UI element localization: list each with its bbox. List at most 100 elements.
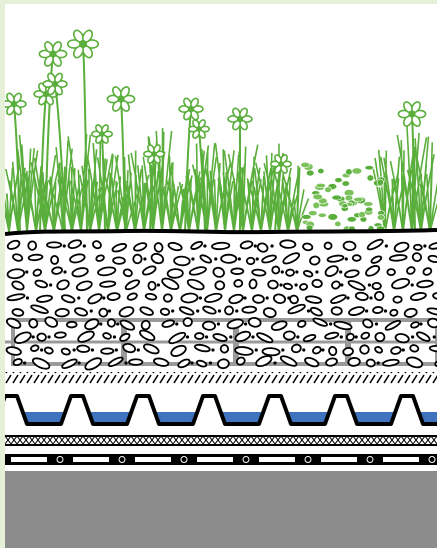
stone [256, 332, 274, 344]
stone [186, 278, 205, 291]
stone [201, 320, 217, 331]
stone [326, 254, 345, 263]
grain [254, 348, 258, 352]
grain [196, 309, 200, 313]
grain [156, 283, 161, 287]
stone [354, 291, 369, 301]
stone [12, 253, 24, 262]
stone [233, 279, 244, 288]
stone [150, 252, 165, 265]
sedum-leaf [341, 203, 349, 209]
sedum-leaf [301, 214, 312, 220]
stone [6, 239, 21, 250]
grain [432, 335, 436, 339]
stone [46, 241, 63, 249]
stone [342, 240, 357, 252]
grain [339, 335, 343, 339]
stone [302, 334, 317, 343]
stone [119, 319, 136, 331]
grain [102, 296, 106, 300]
stone [173, 255, 191, 267]
grain [82, 244, 86, 248]
grain [63, 270, 67, 274]
stone [161, 277, 180, 291]
stone [345, 332, 355, 342]
sedum-leaf [312, 193, 323, 201]
barrier-dash [259, 457, 295, 462]
sedum-leaf [306, 169, 315, 177]
stone [365, 358, 376, 368]
flower-center [196, 126, 202, 132]
stone [325, 357, 338, 367]
stone [394, 333, 410, 344]
stone [247, 316, 262, 328]
stone [297, 319, 307, 328]
stone [95, 254, 105, 262]
grain [23, 361, 27, 365]
stone [147, 280, 157, 291]
sedum-leaf [308, 210, 318, 217]
water-pocket [351, 412, 397, 422]
stone [239, 240, 254, 250]
stone [330, 294, 347, 305]
sedum-leaf [365, 206, 374, 213]
stone [35, 294, 53, 303]
stone [153, 242, 164, 253]
stone [178, 306, 195, 316]
stone [427, 317, 437, 329]
stone [285, 268, 295, 277]
grain [315, 270, 319, 274]
stone [124, 279, 141, 291]
stone [60, 347, 71, 356]
sedum-leaf [363, 201, 374, 207]
stone [282, 252, 301, 265]
grain [340, 283, 344, 287]
grain [365, 309, 369, 313]
stone [328, 345, 338, 357]
flower-center [78, 39, 88, 49]
flower-center [51, 80, 59, 88]
stone [370, 255, 383, 264]
grain [281, 348, 285, 352]
grain [235, 309, 239, 313]
barrier-dash [321, 457, 357, 462]
grain [383, 309, 388, 313]
sedum-leaf [358, 211, 366, 218]
grain [171, 309, 175, 313]
grain [369, 296, 373, 300]
grain [280, 270, 284, 274]
stone [412, 243, 423, 251]
stone [153, 357, 170, 367]
stone [217, 358, 230, 370]
stone [290, 343, 302, 354]
stone [312, 317, 328, 327]
stone [32, 268, 43, 277]
grain [114, 348, 118, 352]
sedum-leaf [351, 167, 363, 175]
grain [47, 335, 51, 339]
stone [409, 292, 427, 301]
stone [409, 344, 420, 353]
grain [204, 335, 209, 339]
stone [282, 282, 293, 290]
stone [302, 242, 314, 252]
stone [324, 331, 340, 340]
stone [30, 344, 40, 352]
stone [234, 330, 252, 343]
root-barrier-layer [5, 454, 437, 465]
grain [185, 335, 190, 339]
barrier-dot [56, 456, 64, 463]
stone [392, 295, 403, 304]
stone [139, 329, 156, 342]
grain [136, 348, 140, 352]
stone [133, 242, 148, 252]
stone [190, 240, 204, 250]
stone [161, 319, 175, 328]
sedum-leaf [366, 174, 375, 182]
barrier-dash [73, 457, 109, 462]
grain [214, 257, 218, 261]
water-pocket [285, 412, 331, 422]
sedum-leaf [317, 212, 327, 218]
stone [31, 357, 51, 370]
sedum-leaf [334, 220, 342, 227]
